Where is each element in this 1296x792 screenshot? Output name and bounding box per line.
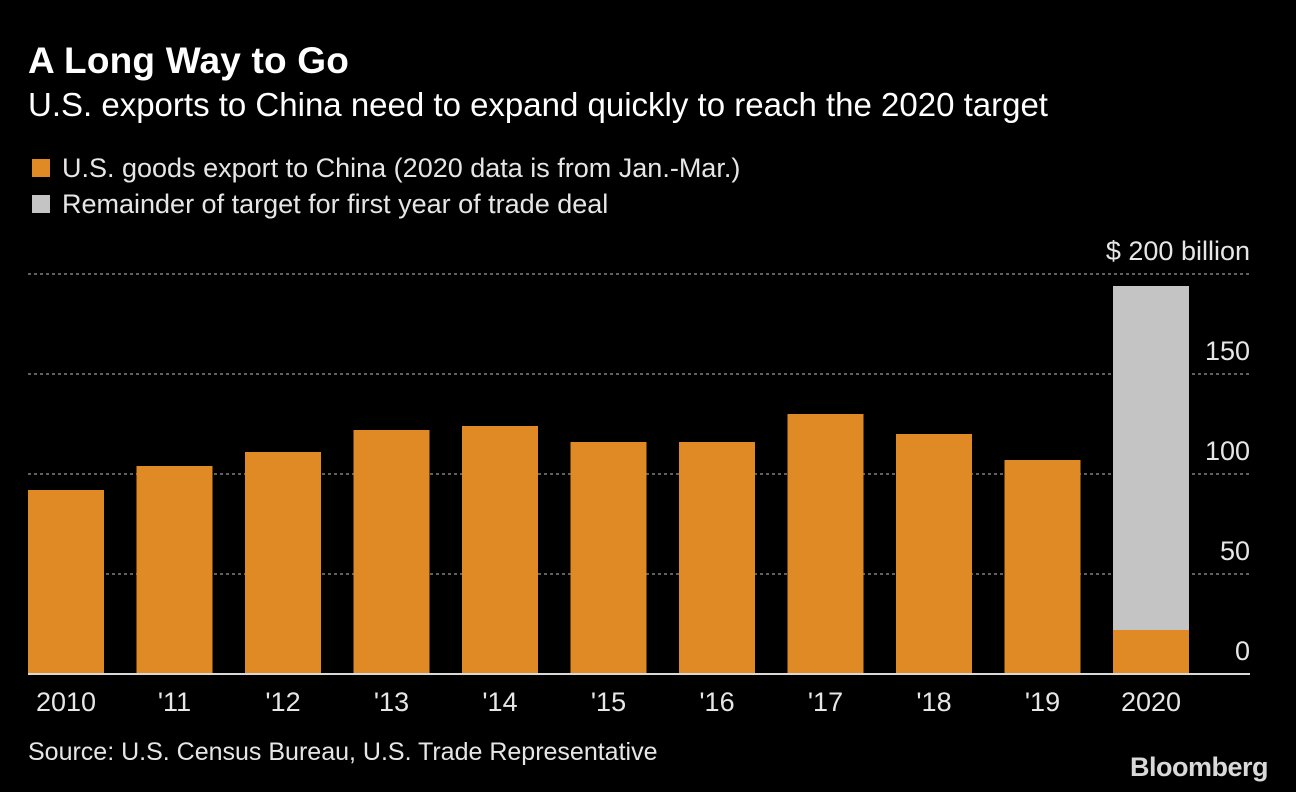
x-tick-label-1: '11 <box>158 687 191 717</box>
bar-exports-4 <box>462 426 538 674</box>
y-tick-label-200: $ 200 billion <box>1106 236 1250 266</box>
bar-exports-3 <box>353 430 430 674</box>
legend-swatch-remainder <box>32 195 50 213</box>
legend-label-exports: U.S. goods export to China (2020 data is… <box>62 152 741 183</box>
bar-exports-9 <box>1004 460 1081 674</box>
bar-remainder-10 <box>1113 286 1189 630</box>
legend-label-remainder: Remainder of target for first year of tr… <box>62 188 609 219</box>
bar-exports-0 <box>28 490 104 674</box>
bar-exports-2 <box>245 452 321 674</box>
x-tick-label-8: '18 <box>916 687 951 717</box>
legend-swatch-exports <box>32 159 50 177</box>
source-note: Source: U.S. Census Bureau, U.S. Trade R… <box>28 738 658 766</box>
x-tick-label-5: '15 <box>591 687 626 717</box>
legend: U.S. goods export to China (2020 data is… <box>32 150 740 222</box>
x-tick-label-10: 2020 <box>1121 687 1181 717</box>
bar-exports-5 <box>570 442 647 674</box>
legend-item-remainder: Remainder of target for first year of tr… <box>32 186 740 222</box>
x-tick-label-2: '12 <box>265 687 300 717</box>
chart-subtitle: U.S. exports to China need to expand qui… <box>28 86 1048 123</box>
bar-exports-1 <box>136 466 213 674</box>
y-tick-label-150: 150 <box>1205 336 1250 366</box>
x-tick-label-4: '14 <box>482 687 517 717</box>
y-tick-label-50: 50 <box>1220 536 1250 566</box>
y-tick-label-0: 0 <box>1235 636 1250 666</box>
bloomberg-logo: Bloomberg <box>1129 752 1269 782</box>
x-tick-label-6: '16 <box>699 687 734 717</box>
bar-exports-10 <box>1113 630 1189 674</box>
x-tick-label-7: '17 <box>808 687 843 717</box>
bar-exports-7 <box>787 414 864 674</box>
x-tick-label-0: 2010 <box>36 687 96 717</box>
bar-exports-6 <box>679 442 755 674</box>
chart-title: A Long Way to Go <box>28 40 350 81</box>
x-tick-label-3: '13 <box>374 687 409 717</box>
x-tick-label-9: '19 <box>1025 687 1060 717</box>
legend-item-exports: U.S. goods export to China (2020 data is… <box>32 150 740 186</box>
bar-exports-8 <box>896 434 972 674</box>
y-tick-label-100: 100 <box>1205 436 1250 466</box>
